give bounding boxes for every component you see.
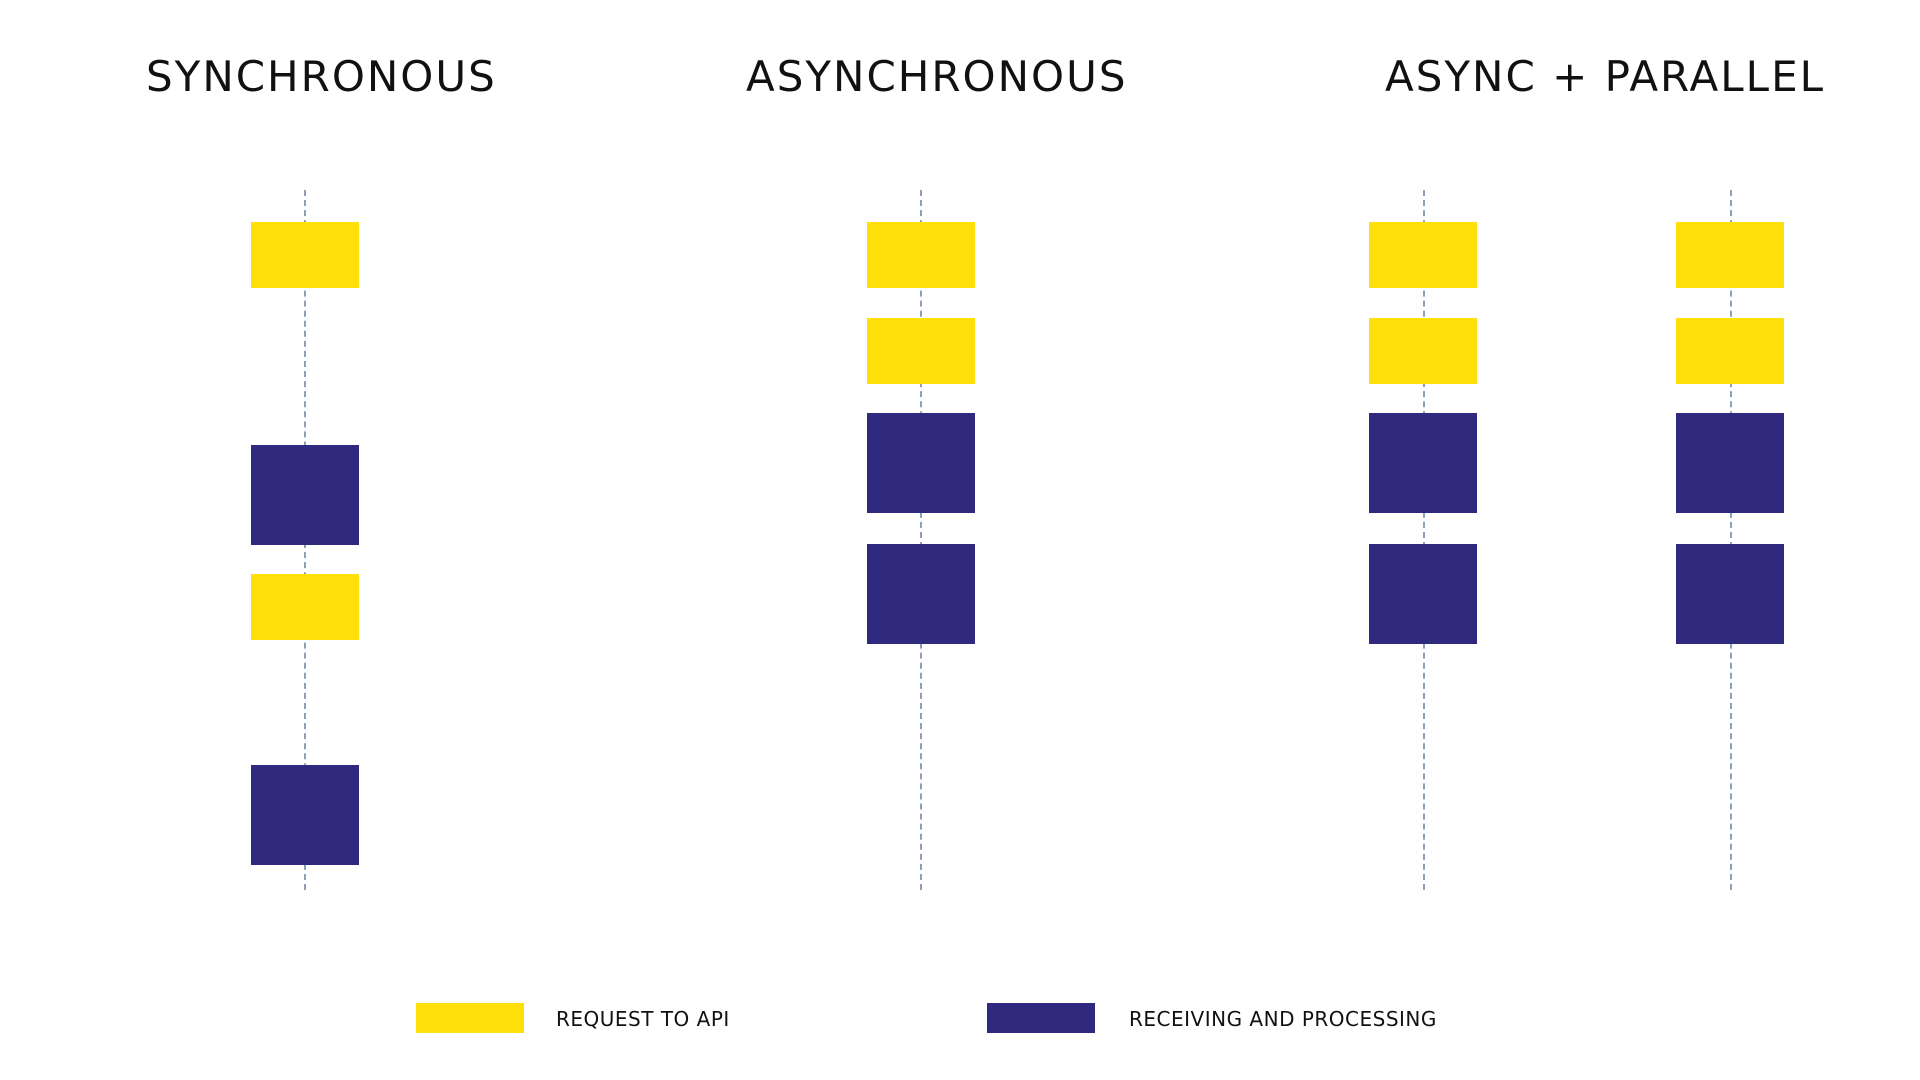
processing-block <box>867 413 975 513</box>
processing-block <box>1676 413 1784 513</box>
request-block <box>1676 222 1784 288</box>
processing-block <box>867 544 975 644</box>
request-block <box>1369 222 1477 288</box>
processing-block <box>251 445 359 545</box>
timeline-asynchronous <box>920 190 922 890</box>
legend-processing-swatch <box>987 1003 1095 1033</box>
request-block <box>251 574 359 640</box>
timeline-async-parallel-2 <box>1730 190 1732 890</box>
processing-block <box>1369 544 1477 644</box>
processing-block <box>251 765 359 865</box>
request-block <box>251 222 359 288</box>
request-block <box>1676 318 1784 384</box>
request-block <box>867 222 975 288</box>
request-block <box>1369 318 1477 384</box>
request-block <box>867 318 975 384</box>
legend-request-label: REQUEST TO API <box>556 1007 730 1031</box>
heading-async-parallel: ASYNC + PARALLEL <box>1385 52 1826 101</box>
heading-asynchronous: ASYNCHRONOUS <box>746 52 1128 101</box>
legend-request-swatch <box>416 1003 524 1033</box>
heading-synchronous: SYNCHRONOUS <box>146 52 497 101</box>
processing-block <box>1369 413 1477 513</box>
legend-processing-label: RECEIVING AND PROCESSING <box>1129 1007 1437 1031</box>
timeline-async-parallel-1 <box>1423 190 1425 890</box>
processing-block <box>1676 544 1784 644</box>
